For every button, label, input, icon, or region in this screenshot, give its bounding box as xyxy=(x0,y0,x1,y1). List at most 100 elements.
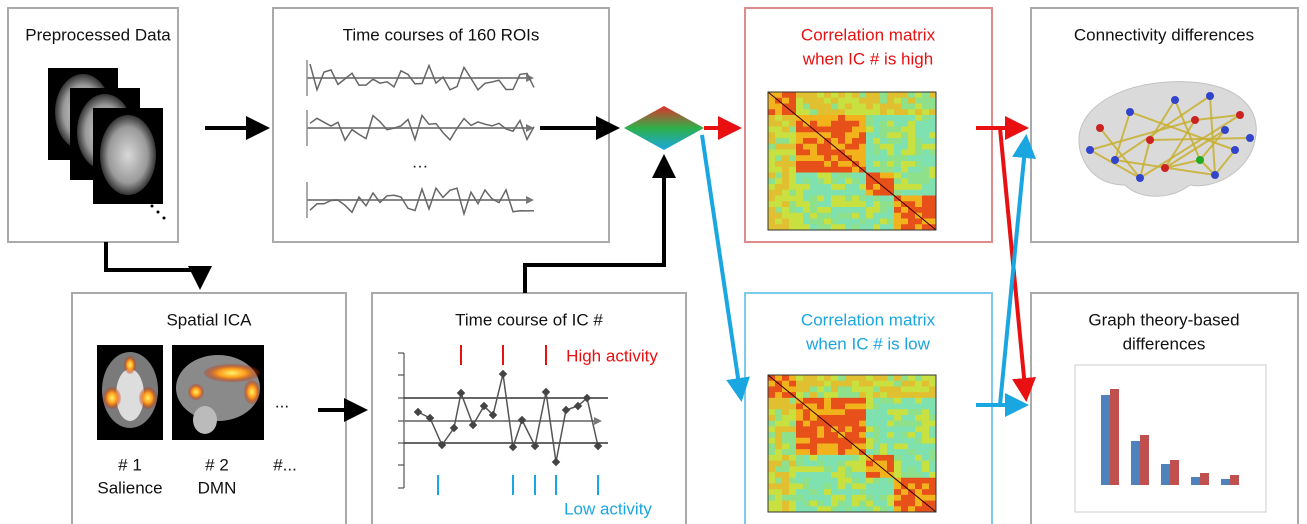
matrix-cell xyxy=(789,138,797,145)
matrix-cell xyxy=(838,161,846,168)
edge xyxy=(1174,99,1201,161)
matrix-cell xyxy=(768,443,776,450)
matrix-cell xyxy=(866,500,874,507)
matrix-cell xyxy=(922,489,930,496)
matrix-cell xyxy=(894,92,902,99)
matrix-cell xyxy=(831,103,839,110)
matrix-cell xyxy=(810,218,818,225)
matrix-cell xyxy=(859,184,867,191)
matrix-cell xyxy=(782,494,790,501)
matrix-cell xyxy=(915,126,923,133)
matrix-cell xyxy=(775,212,783,219)
matrix-cell xyxy=(929,454,937,461)
matrix-cell xyxy=(817,109,825,116)
ic-point xyxy=(498,369,508,379)
matrix-cell xyxy=(901,380,909,387)
matrix-cell xyxy=(810,386,818,393)
matrix-cell xyxy=(887,449,895,456)
matrix-cell xyxy=(817,489,825,496)
matrix-cell xyxy=(789,115,797,122)
matrix-cell xyxy=(915,138,923,145)
matrix-cell xyxy=(929,92,937,99)
matrix-cell xyxy=(908,155,916,162)
matrix-cell xyxy=(796,218,804,225)
edge xyxy=(1129,111,1236,151)
matrix-cell xyxy=(824,224,832,231)
matrix-cell xyxy=(873,166,881,173)
matrix-cell xyxy=(824,386,832,393)
matrix-cell xyxy=(901,449,909,456)
matrix-cell xyxy=(929,195,937,202)
matrix-cell xyxy=(859,109,867,116)
matrix-cell xyxy=(852,483,860,490)
matrix-cell xyxy=(824,132,832,139)
matrix-cell xyxy=(831,189,839,196)
matrix-cell xyxy=(894,454,902,461)
matrix-cell xyxy=(838,103,846,110)
matrix-cell xyxy=(824,155,832,162)
matrix-cell xyxy=(831,138,839,145)
matrix-cell xyxy=(803,409,811,416)
matrix-cell xyxy=(782,201,790,208)
matrix-cell xyxy=(789,195,797,202)
matrix-cell xyxy=(810,120,818,127)
matrix-cell xyxy=(775,201,783,208)
matrix-cell xyxy=(852,172,860,179)
matrix-cell xyxy=(894,500,902,507)
matrix-cell xyxy=(803,432,811,439)
matrix-cell xyxy=(887,506,895,513)
signal-line xyxy=(309,63,535,93)
ellipsis: … xyxy=(412,152,429,171)
matrix-cell xyxy=(768,155,776,162)
matrix-cell xyxy=(796,149,804,156)
matrix-cell xyxy=(789,149,797,156)
matrix-cell xyxy=(789,477,797,484)
matrix-cell xyxy=(859,414,867,421)
matrix-cell xyxy=(817,120,825,127)
matrix-cell xyxy=(866,477,874,484)
matrix-cell xyxy=(824,126,832,133)
matrix-cell xyxy=(845,109,853,116)
matrix-cell xyxy=(810,224,818,231)
matrix-cell xyxy=(894,207,902,214)
matrix-cell xyxy=(831,109,839,116)
matrix-cell xyxy=(789,218,797,225)
matrix-cell xyxy=(796,386,804,393)
matrix-cell xyxy=(775,392,783,399)
matrix-cell xyxy=(901,437,909,444)
matrix-cell xyxy=(775,138,783,145)
matrix-diagonal xyxy=(767,91,937,231)
matrix-cell xyxy=(810,189,818,196)
matrix-cell xyxy=(803,224,811,231)
matrix-cell xyxy=(901,375,909,382)
matrix-cell xyxy=(901,184,909,191)
matrix-cell xyxy=(838,454,846,461)
matrix-cell xyxy=(880,489,888,496)
matrix-cell xyxy=(894,437,902,444)
matrix-cell xyxy=(845,414,853,421)
matrix-cell xyxy=(824,443,832,450)
matrix-cell xyxy=(768,178,776,185)
matrix-cell xyxy=(845,218,853,225)
matrix-cell xyxy=(873,420,881,427)
matrix-cell xyxy=(866,189,874,196)
matrix-cell xyxy=(922,224,930,231)
matrix-cell xyxy=(852,120,860,127)
matrix-cell xyxy=(880,201,888,208)
matrix-cell xyxy=(880,149,888,156)
matrix-cell xyxy=(929,414,937,421)
matrix-cell xyxy=(775,443,783,450)
matrix-cell xyxy=(817,409,825,416)
matrix-cell xyxy=(838,212,846,219)
matrix-cell xyxy=(775,375,783,382)
matrix-cell xyxy=(873,97,881,104)
matrix-cell xyxy=(929,472,937,479)
matrix-cell xyxy=(894,126,902,133)
matrix-cell xyxy=(852,97,860,104)
matrix-cell xyxy=(915,109,923,116)
matrix-cell xyxy=(838,92,846,99)
matrix-cell xyxy=(789,201,797,208)
matrix-cell xyxy=(866,414,874,421)
matrix-cell xyxy=(901,172,909,179)
matrix-cell xyxy=(782,178,790,185)
